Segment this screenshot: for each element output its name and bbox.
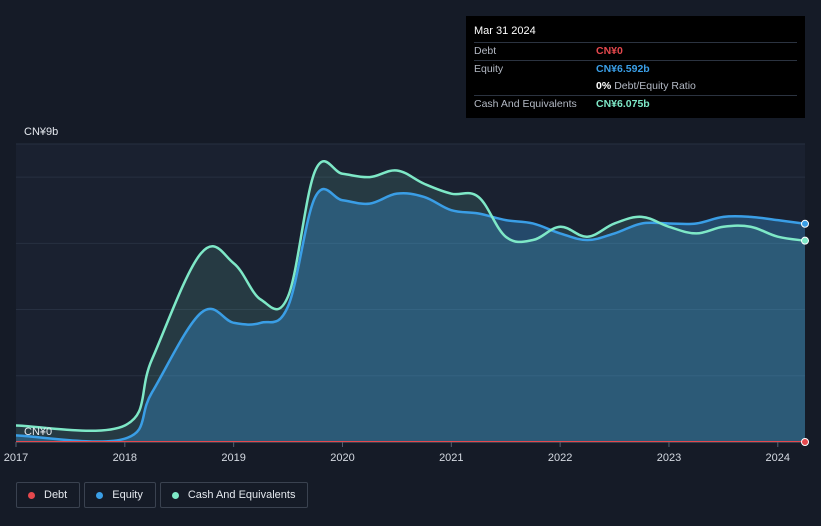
legend-label: Equity — [112, 489, 143, 501]
legend-label: Cash And Equivalents — [187, 489, 296, 501]
tooltip-value: CN¥0 — [596, 45, 623, 57]
tooltip-row-ratio: 0% Debt/Equity Ratio — [474, 78, 797, 95]
x-tick-label: 2022 — [548, 452, 572, 464]
tooltip-value: CN¥6.592b — [596, 63, 650, 75]
legend-item-equity[interactable]: Equity — [84, 482, 156, 508]
y-bottom-label: CN¥0 — [24, 426, 52, 438]
legend-dot-icon — [96, 491, 104, 499]
tooltip-ratio-label: Debt/Equity Ratio — [614, 80, 696, 92]
tooltip-label — [474, 78, 596, 95]
tooltip-value: CN¥6.075b — [596, 98, 650, 110]
y-axis-labels: CN¥9b CN¥0 — [24, 126, 58, 438]
tooltip-label: Equity — [474, 63, 504, 75]
cash-area — [16, 161, 805, 442]
x-tick-label: 2018 — [113, 452, 137, 464]
tooltip-panel: Mar 31 2024 Debt CN¥0 Equity CN¥6.592b 0… — [466, 16, 805, 118]
tooltip-label: Debt — [474, 45, 497, 57]
legend-item-cash[interactable]: Cash And Equivalents — [159, 482, 309, 508]
tooltip-row-debt: Debt CN¥0 — [474, 42, 797, 60]
debt-end-marker — [801, 438, 809, 446]
tooltip-row-equity: Equity CN¥6.592b — [474, 60, 797, 78]
x-tick-label: 2017 — [4, 452, 28, 464]
tooltip-date: Mar 31 2024 — [474, 25, 536, 37]
x-tick-label: 2024 — [766, 452, 790, 464]
cash-line — [15, 160, 806, 432]
y-top-label: CN¥9b — [24, 126, 58, 138]
x-tick-label: 2021 — [439, 452, 463, 464]
legend-item-debt[interactable]: Debt — [16, 482, 81, 508]
end-markers — [801, 219, 809, 446]
tooltip-row-cash: Cash And Equivalents CN¥6.075b — [474, 95, 797, 113]
equity-area — [16, 189, 805, 442]
x-axis: 2017 2018 2019 2020 2021 2022 2023 2024 — [4, 442, 805, 464]
legend-dot-icon — [28, 491, 35, 499]
area-fills — [16, 161, 805, 442]
tooltip-label: Cash And Equivalents — [474, 98, 577, 110]
tooltip-value: 0% — [596, 80, 612, 92]
cash-end-marker — [801, 236, 809, 245]
equity-end-marker — [801, 219, 809, 228]
equity-line — [15, 188, 806, 443]
x-tick-label: 2023 — [657, 452, 681, 464]
x-tick-label: 2020 — [330, 452, 354, 464]
x-tick-label: 2019 — [221, 452, 245, 464]
legend-label: Debt — [44, 489, 68, 501]
chart-legend: Debt Equity Cash And Equivalents — [16, 482, 312, 510]
legend-dot-icon — [171, 491, 179, 499]
